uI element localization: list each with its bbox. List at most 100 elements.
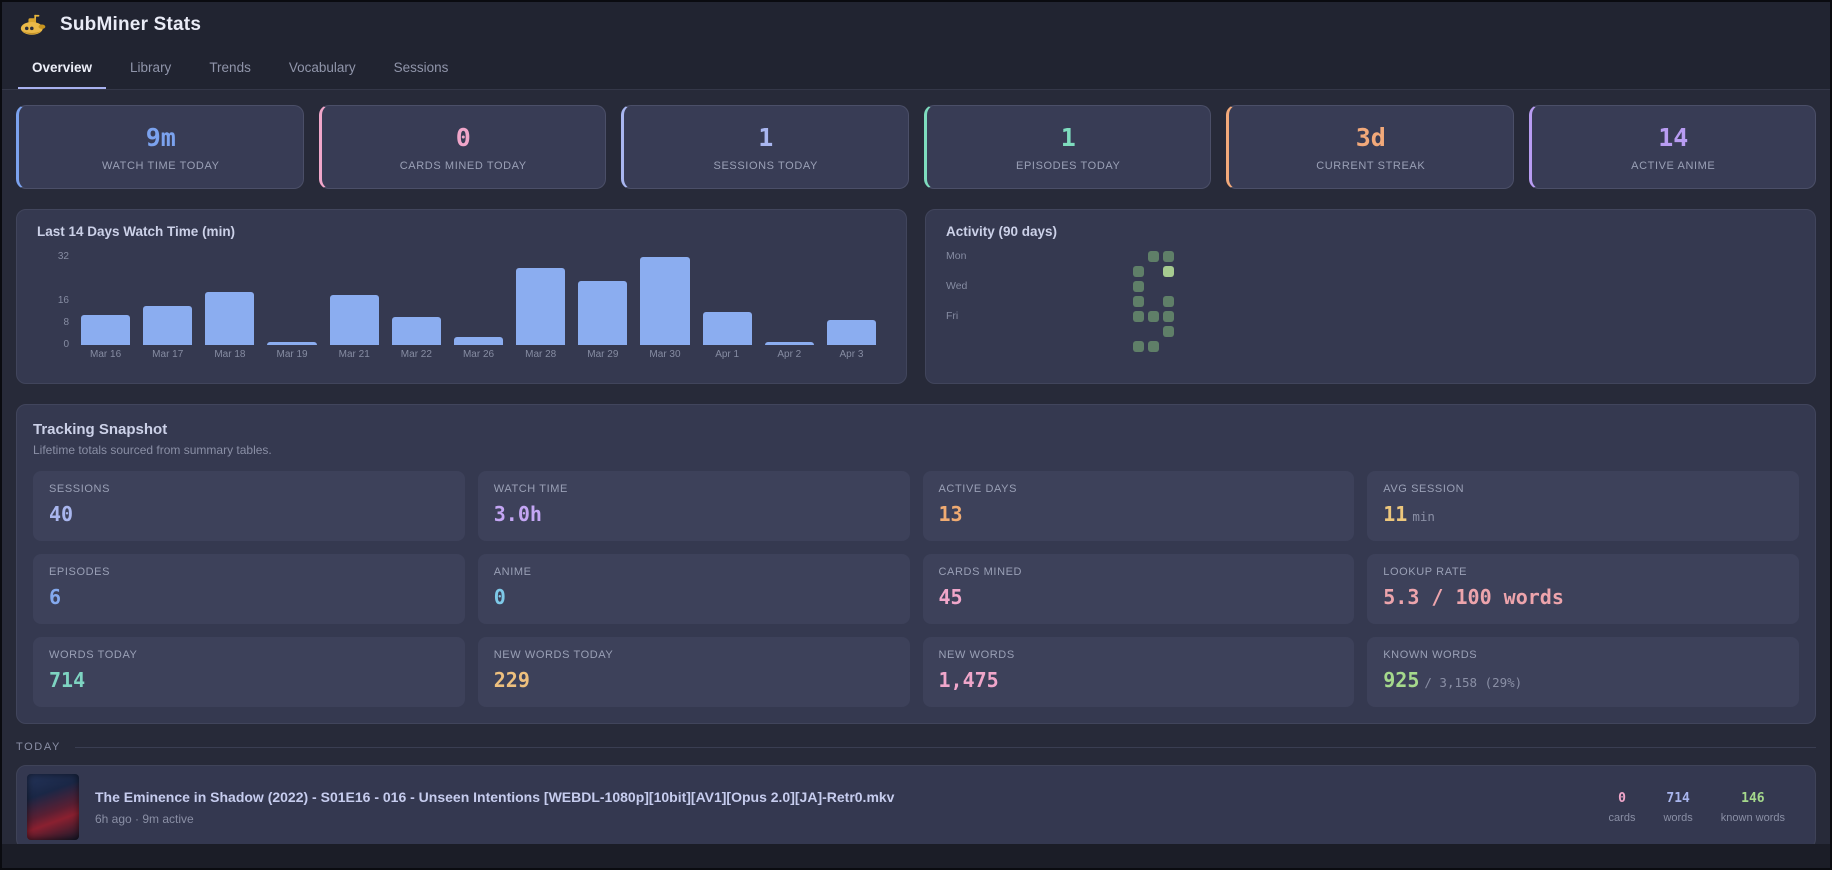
heatmap-grid	[983, 251, 1174, 352]
bar-mar-16: Mar 16	[81, 251, 131, 360]
activity-heatmap-panel: Activity (90 days) Mon Wed Fri	[925, 209, 1816, 384]
tab-library[interactable]: Library	[130, 60, 172, 75]
snapshot-cell-label: EPISODES	[49, 566, 111, 578]
snapshot-cell-number: 1,475	[938, 668, 999, 692]
snapshot-cell-number: 925	[1383, 668, 1420, 692]
snapshot-cell-unit: min	[1412, 509, 1435, 524]
bar-mar-22: Mar 22	[391, 251, 441, 360]
x-axis-label: Mar 29	[587, 349, 619, 360]
bar-rect	[391, 317, 441, 345]
bar-mar-28: Mar 28	[516, 251, 566, 360]
snapshot-cell-number: 714	[49, 668, 86, 692]
bar-mar-26: Mar 26	[453, 251, 504, 360]
bar-apr-1: Apr 1	[702, 251, 752, 360]
heatmap-cell	[1133, 296, 1144, 307]
x-axis-label: Apr 1	[715, 349, 740, 360]
heatmap-cell	[1163, 266, 1174, 277]
snapshot-cell-sessions: SESSIONS 40	[33, 471, 465, 541]
heatmap-cell	[1163, 311, 1174, 322]
stat-card-label: ACTIVE ANIME	[1631, 159, 1716, 172]
snapshot-cell-label: WORDS TODAY	[49, 649, 138, 661]
snapshot-cell-number: 3.0h	[493, 502, 542, 526]
stat-card-watch-time-today: 9m WATCH TIME TODAY	[16, 105, 304, 189]
today-heading: TODAY	[16, 741, 61, 753]
episode-stat-label: known words	[1720, 811, 1785, 824]
heatmap-cell	[1133, 341, 1144, 352]
episode-stat-known-words: 146 known words	[1721, 791, 1785, 824]
snapshot-cell-value: 11 min	[1383, 502, 1783, 526]
episode-title: The Eminence in Shadow (2022) - S01E16 -…	[95, 788, 895, 805]
stat-card-label: EPISODES TODAY	[1016, 159, 1121, 172]
snapshot-cell-number: 45	[938, 585, 963, 609]
watch-time-chart-panel: Last 14 Days Watch Time (min) 32 16 8 0 Mar …	[16, 209, 907, 384]
snapshot-cell-value: 925 / 3,158 (29%)	[1383, 668, 1783, 692]
snapshot-cell-new-words-today: NEW WORDS TODAY 229	[477, 637, 910, 707]
heatmap-day-label-fri: Fri	[946, 310, 959, 322]
bar-mar-19: Mar 19	[267, 251, 317, 360]
app-header: SubMiner Stats	[2, 2, 1830, 48]
bar-rect	[143, 306, 193, 345]
snapshot-cell-unit: / 3,158 (29%)	[1424, 675, 1523, 690]
snapshot-cell-cards-mined: CARDS MINED 45	[922, 554, 1355, 624]
stat-card-value: 14	[1658, 122, 1689, 152]
snapshot-cell-number: 40	[49, 502, 74, 526]
bar-rect	[205, 292, 255, 345]
heatmap-cell	[1133, 311, 1144, 322]
stat-card-label: WATCH TIME TODAY	[101, 159, 220, 172]
snapshot-cell-number: 13	[938, 502, 963, 526]
stat-card-value: 1	[1060, 122, 1076, 152]
bar-mar-17: Mar 17	[143, 251, 193, 360]
bar-rect	[640, 256, 690, 345]
tab-trends[interactable]: Trends	[209, 60, 251, 75]
bar-rect	[267, 342, 317, 345]
activity-heatmap: Mon Wed Fri	[946, 251, 1795, 352]
snapshot-cell-value: 1,475	[939, 668, 1339, 692]
y-axis-tick: 16	[57, 294, 69, 306]
bar-rect	[826, 320, 877, 345]
y-axis-tick: 32	[57, 250, 69, 262]
snapshot-cell-number: 5.3 / 100 words	[1383, 585, 1564, 609]
activity-title: Activity (90 days)	[946, 224, 1058, 239]
tab-vocabulary[interactable]: Vocabulary	[288, 60, 356, 75]
heatmap-cell	[1163, 296, 1174, 307]
x-axis-label: Mar 30	[649, 349, 681, 360]
bars-area: Mar 16 Mar 17 Mar 18 Mar 19 Mar 21 Mar 22 Mar …	[81, 251, 877, 360]
snapshot-cell-value: 45	[939, 585, 1339, 609]
heatmap-cell	[1133, 266, 1144, 277]
stat-card-current-streak: 3d CURRENT STREAK	[1226, 105, 1514, 189]
snapshot-subtitle: Lifetime totals sourced from summary tab…	[33, 443, 272, 457]
chart-title: Last 14 Days Watch Time (min)	[37, 224, 236, 239]
episode-stat-label: words	[1663, 811, 1693, 824]
tab-sessions[interactable]: Sessions	[393, 60, 449, 75]
bar-mar-30: Mar 30	[640, 251, 690, 360]
snapshot-cell-value: 5.3 / 100 words	[1383, 585, 1783, 609]
episode-stat-cards: 0 cards	[1609, 791, 1636, 824]
episode-row[interactable]: The Eminence in Shadow (2022) - S01E16 -…	[16, 765, 1816, 849]
snapshot-cell-label: NEW WORDS TODAY	[493, 649, 614, 661]
episode-stat-words: 714 words	[1663, 791, 1692, 824]
episode-stat-value: 146	[1741, 790, 1765, 806]
heatmap-cell	[1148, 251, 1159, 262]
heatmap-cell	[1133, 281, 1144, 292]
x-axis-label: Apr 3	[839, 349, 864, 360]
x-axis-label: Apr 2	[777, 349, 802, 360]
snapshot-cell-label: ANIME	[493, 566, 532, 578]
episode-meta: 6h ago · 9m active	[95, 811, 194, 826]
snapshot-cell-number: 11	[1383, 502, 1408, 526]
x-axis-label: Mar 22	[400, 349, 432, 360]
heatmap-day-labels: Mon Wed Fri	[946, 251, 974, 352]
stat-card-label: SESSIONS TODAY	[713, 159, 818, 172]
snapshot-cell-watch-time: WATCH TIME 3.0h	[477, 471, 910, 541]
snapshot-cell-episodes: EPISODES 6	[33, 554, 465, 624]
bar-rect	[453, 336, 504, 345]
bar-apr-3: Apr 3	[826, 251, 877, 360]
snapshot-cell-label: KNOWN WORDS	[1383, 649, 1478, 661]
snapshot-cell-number: 229	[493, 668, 530, 692]
tab-overview[interactable]: Overview	[18, 48, 107, 89]
bar-apr-2: Apr 2	[764, 251, 814, 360]
snapshot-cell-value: 229	[494, 668, 894, 692]
stat-card-value: 3d	[1355, 122, 1386, 152]
stat-card-sessions-today: 1 SESSIONS TODAY	[621, 105, 909, 189]
snapshot-cell-lookup-rate: LOOKUP RATE 5.3 / 100 words	[1367, 554, 1799, 624]
